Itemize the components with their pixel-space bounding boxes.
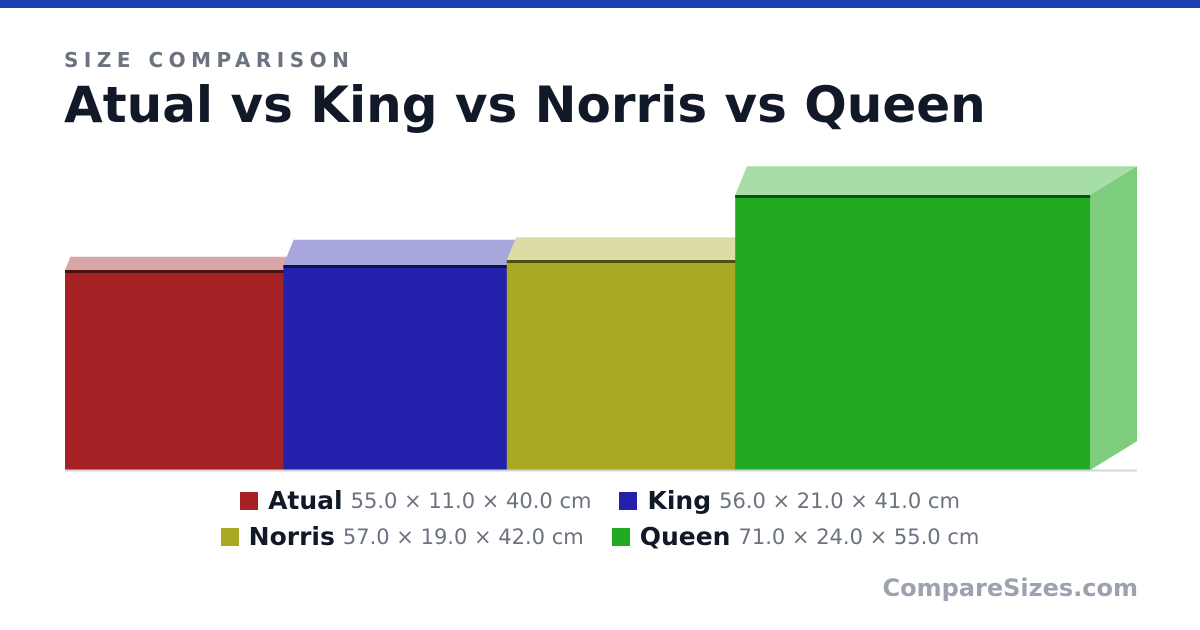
legend-row-1: Atual 55.0 × 11.0 × 40.0 cm King 56.0 × … (0, 486, 1200, 515)
bar-top-edge-king (283, 265, 564, 268)
bar-top-queen (735, 166, 1137, 195)
page-subtitle: SIZE COMPARISON (64, 48, 355, 72)
legend-swatch-queen (611, 527, 630, 546)
legend-swatch-atual (240, 491, 259, 510)
bar-front-queen (735, 195, 1091, 470)
legend-item-king: King 56.0 × 21.0 × 41.0 cm (619, 486, 960, 515)
legend-name-norris: Norris (248, 522, 335, 551)
legend-item-atual: Atual 55.0 × 11.0 × 40.0 cm (240, 486, 591, 515)
legend-swatch-norris (220, 527, 239, 546)
legend-dims-queen: 71.0 × 24.0 × 55.0 cm (738, 524, 980, 549)
page-title: Atual vs King vs Norris vs Queen (64, 76, 986, 134)
legend-item-norris: Norris 57.0 × 19.0 × 42.0 cm (220, 522, 584, 551)
legend-swatch-king (619, 491, 638, 510)
legend-item-queen: Queen 71.0 × 24.0 × 55.0 cm (611, 522, 980, 551)
legend-name-atual: Atual (268, 486, 343, 515)
top-accent-bar (0, 0, 1200, 8)
bar-top-edge-norris (506, 260, 792, 263)
bar-top-edge-atual (65, 270, 340, 273)
legend-dims-king: 56.0 × 21.0 × 41.0 cm (719, 488, 960, 513)
legend-dims-norris: 57.0 × 19.0 × 42.0 cm (342, 524, 584, 549)
legend-name-queen: Queen (639, 522, 731, 551)
bar-top-edge-queen (735, 195, 1091, 198)
legend-name-king: King (647, 486, 712, 515)
brand-watermark: CompareSizes.com (882, 574, 1138, 602)
legend-dims-atual: 55.0 × 11.0 × 40.0 cm (350, 488, 592, 513)
legend-row-2: Norris 57.0 × 19.0 × 42.0 cm Queen 71.0 … (0, 522, 1200, 551)
bar-side-queen (1090, 166, 1137, 470)
